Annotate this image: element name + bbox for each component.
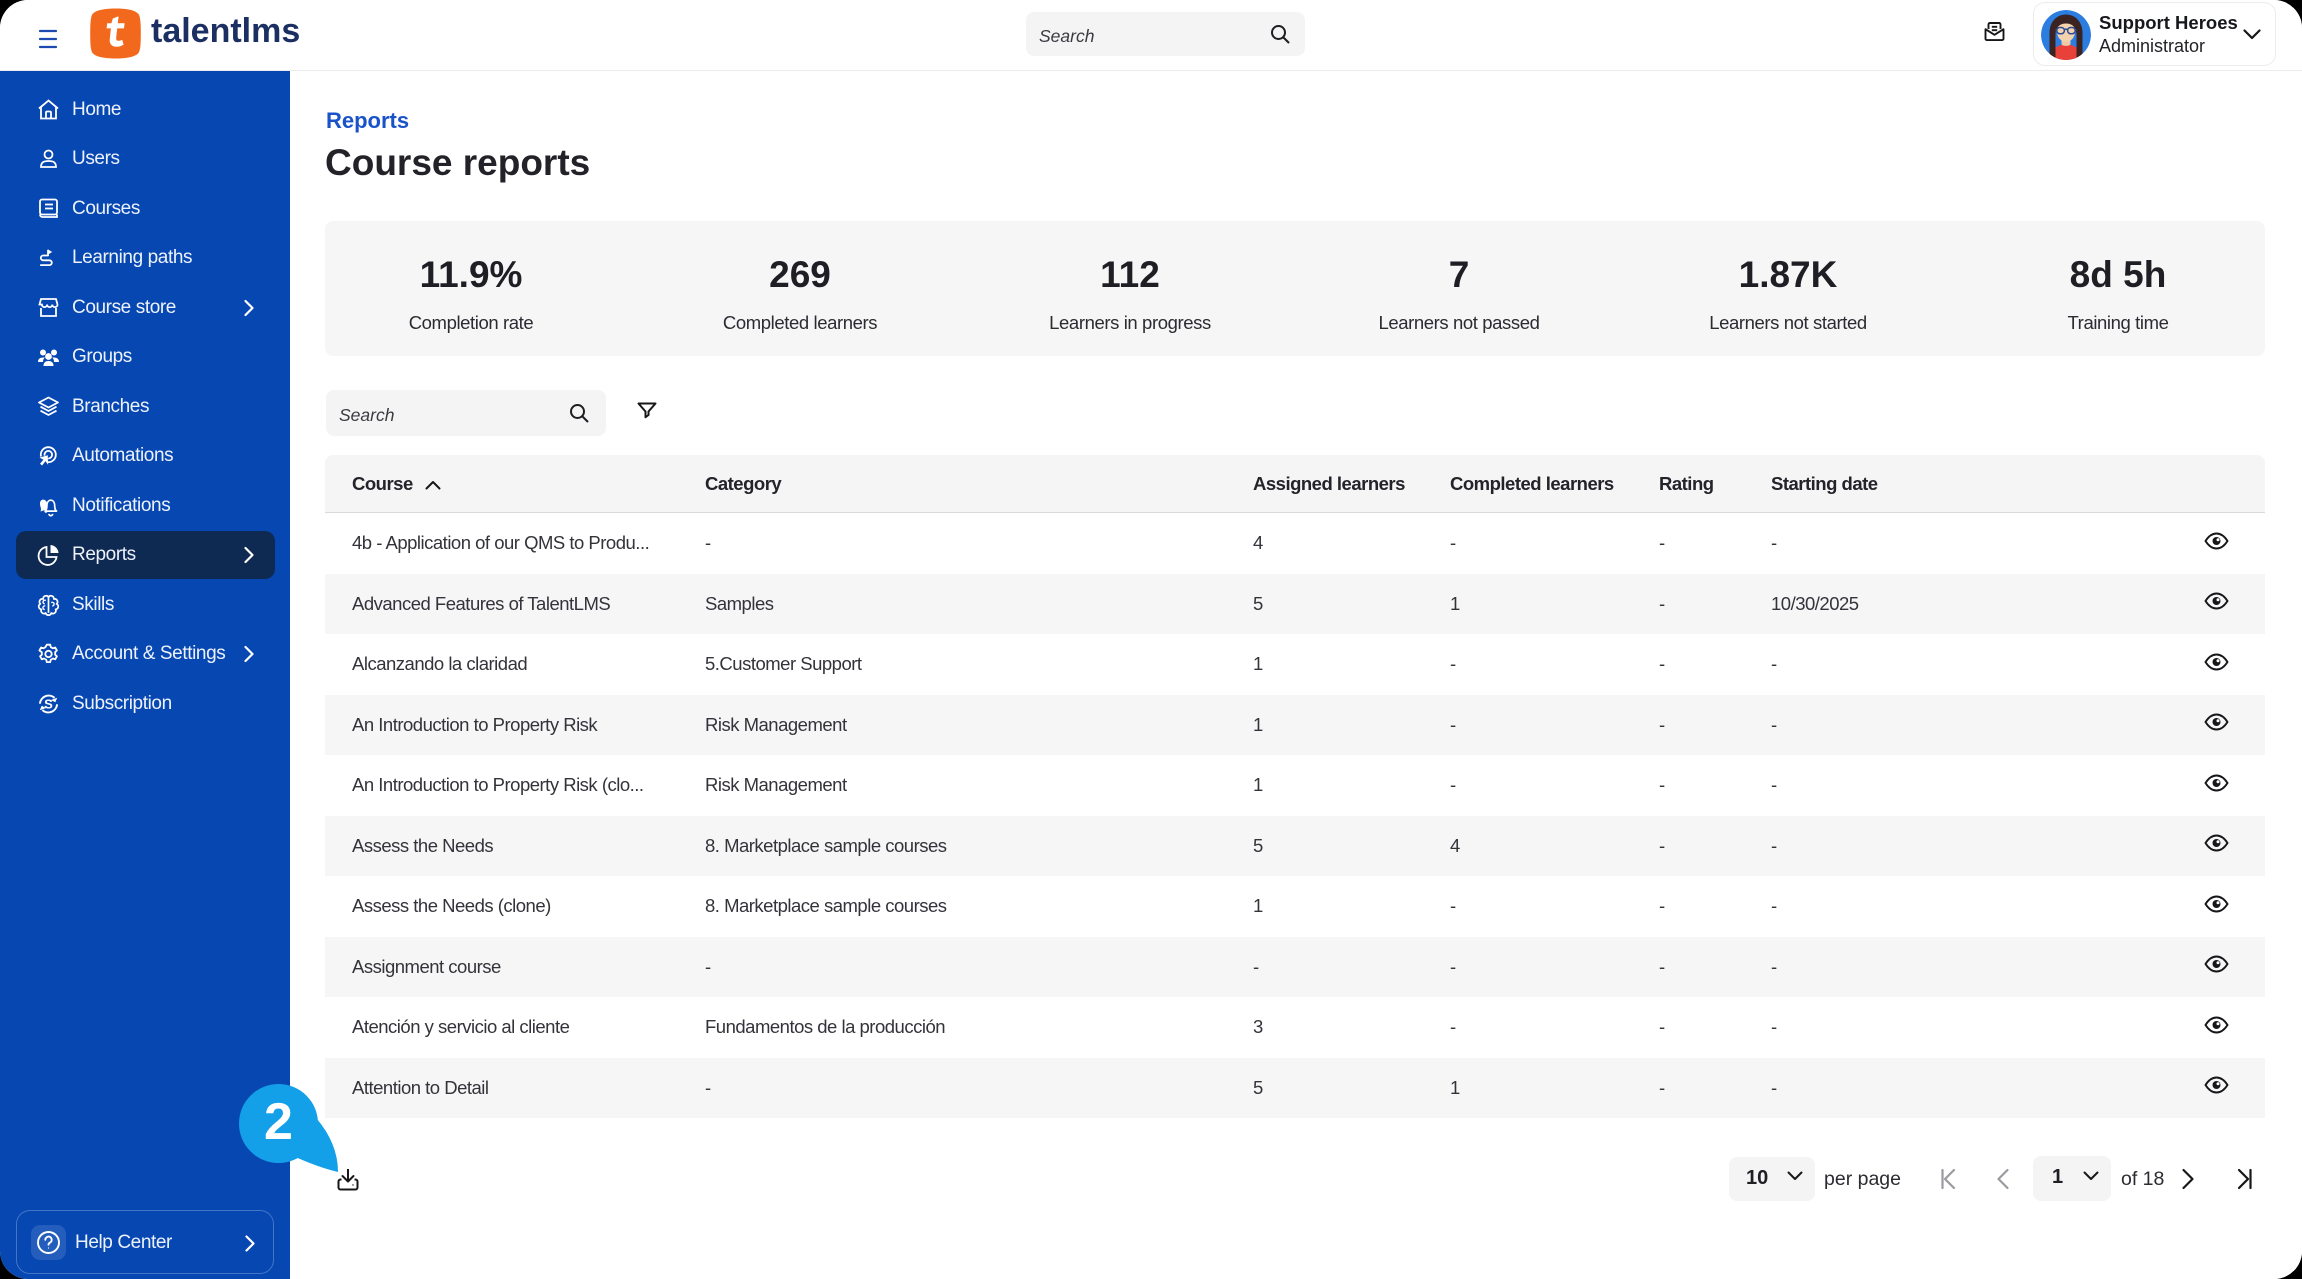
svg-text:S: S	[44, 696, 53, 711]
